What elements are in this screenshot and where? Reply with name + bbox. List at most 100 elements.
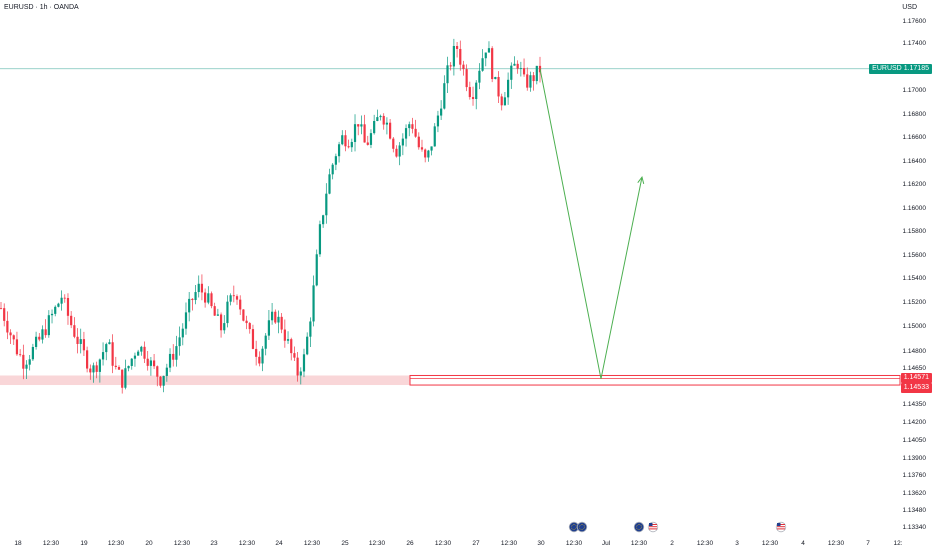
x-tick-label: 23	[210, 540, 218, 547]
candle-body	[341, 135, 344, 145]
candle-body	[414, 128, 417, 137]
candle-body	[168, 353, 172, 368]
x-tick-label: 12:30	[239, 540, 256, 547]
candle-body	[219, 314, 223, 331]
candle-body	[468, 87, 471, 98]
candle-body	[363, 124, 366, 143]
candle-body	[455, 45, 459, 49]
candle-body	[312, 285, 315, 322]
x-tick-label: 27	[472, 540, 480, 547]
candle-body	[264, 335, 267, 349]
candle-body	[60, 297, 63, 304]
x-tick-label: 12:30	[435, 540, 452, 547]
candle-body	[66, 298, 70, 316]
x-tick-label: 12:30	[304, 540, 321, 547]
candle-body	[277, 316, 280, 323]
candle-body	[475, 82, 478, 100]
candle-body	[191, 298, 194, 301]
y-tick-label: 1.16000	[903, 205, 927, 212]
candle-body	[344, 135, 347, 147]
candle-body	[57, 303, 60, 307]
y-tick-label: 1.13900	[903, 455, 927, 462]
candle-body	[44, 329, 47, 336]
candle-body	[50, 313, 54, 316]
candle-body	[41, 329, 44, 340]
candle-body	[404, 128, 408, 139]
candle-body	[19, 354, 22, 356]
support-zone-box	[409, 374, 901, 386]
candle-body	[452, 45, 455, 67]
x-tick-label: 12:30	[631, 540, 648, 547]
current-price-symbol: EURUSD	[872, 64, 902, 72]
support-lower-tag: 1.14533	[900, 383, 932, 394]
x-tick-label: 12:30	[43, 540, 60, 547]
candle-body	[270, 311, 274, 321]
candle-body	[114, 365, 117, 368]
candle-body	[299, 371, 302, 376]
candle-body	[178, 337, 181, 347]
candle-body	[280, 316, 283, 330]
candle-body	[382, 115, 385, 125]
y-tick-label: 1.13620	[903, 490, 927, 497]
candle-body	[443, 83, 446, 109]
y-tick-label: 1.13480	[903, 507, 927, 514]
candle-body	[440, 108, 443, 116]
candle-body	[95, 365, 98, 372]
candle-body	[306, 336, 309, 355]
candle-body	[245, 320, 248, 324]
us-flag-icon[interactable]	[647, 521, 659, 533]
candle-body	[121, 369, 124, 388]
candle-body	[296, 357, 299, 376]
y-tick-label: 1.14650	[903, 365, 927, 372]
candle-body	[395, 148, 398, 157]
candle-body	[146, 358, 149, 366]
candle-body	[76, 336, 79, 344]
y-tick-label: 1.16600	[903, 134, 927, 141]
candle-body	[427, 150, 430, 158]
candle-body	[159, 376, 162, 386]
y-tick-label: 1.15400	[903, 275, 927, 282]
candle-body	[22, 354, 25, 369]
eu-flag-icon[interactable]	[633, 521, 645, 533]
candle-body	[503, 97, 507, 106]
us-flag-icon[interactable]	[775, 521, 787, 533]
x-tick-label: 12:30	[828, 540, 845, 547]
candle-body	[197, 283, 200, 293]
candle-body	[242, 309, 245, 321]
candle-body	[239, 299, 242, 310]
x-tick-label: 12:	[893, 540, 902, 547]
y-tick-label: 1.14200	[903, 419, 927, 426]
eu-flag-icon[interactable]	[576, 521, 588, 533]
candle-body	[436, 115, 440, 127]
candle-body	[226, 301, 229, 324]
x-tick-label: Jul	[602, 540, 611, 547]
candle-body	[462, 64, 465, 70]
candle-body	[430, 146, 433, 151]
candle-body	[31, 346, 34, 360]
candle-body	[337, 144, 341, 157]
candle-body	[290, 339, 293, 354]
x-tick-label: 12:30	[174, 540, 191, 547]
candle-body	[331, 164, 334, 175]
candle-body	[491, 48, 494, 80]
x-tick-label: 4	[801, 540, 805, 547]
candle-body	[471, 97, 475, 100]
candle-body	[408, 124, 411, 129]
symbol-title: EURUSD · 1h · OANDA	[4, 4, 79, 11]
projection-arrowhead	[637, 175, 645, 185]
candle-body	[73, 325, 76, 337]
x-tick-label: 18	[14, 540, 22, 547]
y-tick-label: 1.14350	[903, 401, 927, 408]
candle-body	[449, 65, 452, 67]
candle-body	[487, 48, 491, 53]
candle-body	[105, 344, 108, 353]
candle-body	[315, 254, 318, 286]
candle-body	[293, 353, 296, 358]
candle-body	[210, 293, 213, 307]
candle-body	[130, 358, 133, 366]
x-tick-label: 20	[145, 540, 153, 547]
candle-body	[261, 348, 264, 364]
candle-body	[532, 75, 535, 82]
candle-body	[526, 74, 529, 88]
